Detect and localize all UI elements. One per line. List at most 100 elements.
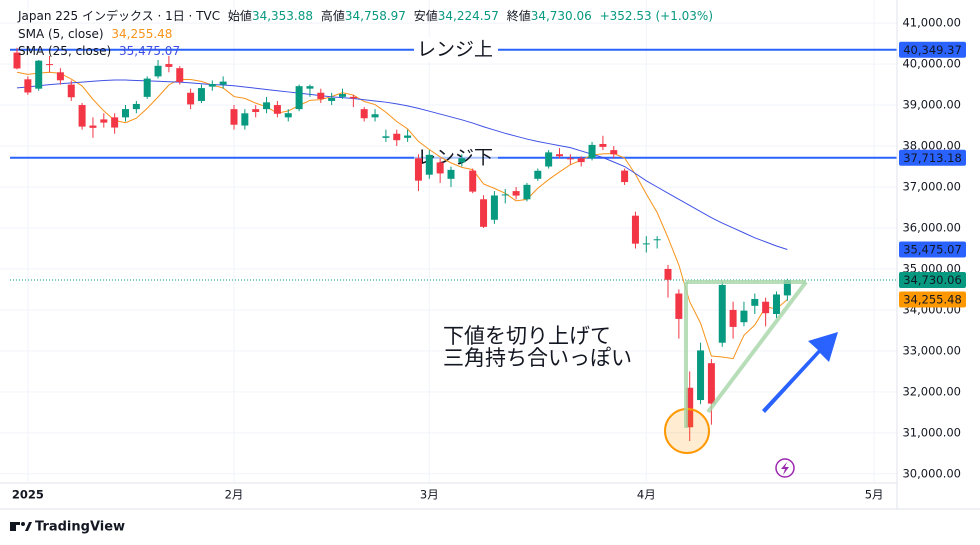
candle-body	[371, 114, 379, 118]
price-tag	[899, 241, 966, 258]
candle-body	[501, 194, 509, 196]
candle-body	[13, 52, 21, 69]
price-axis: 30,000.0031,000.0032,000.0033,000.0034,0…	[0, 0, 966, 509]
reference-label-bg	[414, 37, 498, 62]
header-line: Japan 225 インデックス · 1日 · TVC 始値34,353.88 …	[17, 8, 713, 23]
flash-icon	[775, 458, 795, 478]
candle-body	[252, 109, 260, 112]
candle-body	[653, 239, 661, 241]
grid	[0, 0, 897, 482]
candle-body	[100, 119, 108, 123]
x-tick-label: 3月	[420, 488, 439, 502]
legend-name: SMA (5, close)	[18, 27, 104, 41]
candle-body	[154, 65, 162, 77]
candle-body	[697, 350, 705, 401]
candle-body	[621, 170, 629, 183]
reference-label: レンジ上	[417, 38, 493, 60]
branding: TradingView	[35, 520, 125, 535]
candle-body	[67, 84, 75, 98]
candle-body	[263, 102, 271, 110]
candle-body	[631, 215, 639, 244]
candle-body	[111, 117, 119, 128]
y-tick-label: 38,000.00	[902, 139, 961, 153]
x-tick-label: 4月	[637, 488, 656, 502]
candle-body	[414, 158, 422, 181]
price-tag	[899, 41, 966, 58]
triangle-drawing	[684, 280, 808, 428]
price-tag	[899, 272, 966, 289]
y-tick-label: 41,000.00	[902, 16, 961, 30]
drawings	[664, 280, 838, 478]
legend-name: SMA (25, close)	[18, 44, 111, 58]
candle-body	[360, 109, 368, 119]
logo-part	[10, 522, 16, 531]
candle-body	[46, 64, 54, 66]
candle-body	[165, 64, 173, 67]
candle-body	[490, 195, 498, 220]
arrow	[762, 332, 838, 413]
candle-body	[566, 158, 574, 160]
legend-value: 34,255.48	[111, 27, 172, 41]
candle-body	[675, 293, 683, 319]
candle-body	[24, 79, 32, 93]
stat-value: 34,353.88	[252, 9, 313, 23]
stat-value: 34,758.97	[345, 9, 406, 23]
candle-body	[436, 162, 444, 174]
candle-body	[599, 143, 607, 147]
y-tick-label: 39,000.00	[902, 98, 961, 112]
candle-body	[176, 68, 184, 82]
annotation: 下値を切り上げて	[443, 324, 611, 348]
candle-body	[425, 154, 433, 175]
triangle-right	[706, 280, 808, 414]
candle-body	[328, 97, 336, 101]
candle-body	[273, 105, 281, 114]
y-tick-label: 31,000.00	[902, 425, 961, 439]
candle-body	[523, 184, 531, 200]
candle-body	[762, 301, 770, 314]
candle-body	[783, 280, 791, 296]
y-tick-label: 30,000.00	[902, 466, 961, 480]
y-tick-label: 33,000.00	[902, 343, 961, 357]
y-tick-label: 35,000.00	[902, 261, 961, 275]
candle-body	[469, 170, 477, 192]
stat-value: 34,224.57	[438, 9, 499, 23]
candle-body	[610, 150, 618, 155]
candle-body	[773, 294, 780, 315]
candle-body	[545, 152, 553, 167]
price-tag-label: 35,475.07	[903, 242, 962, 256]
candle-body	[349, 96, 357, 99]
price-tag-label: 40,349.37	[903, 43, 962, 57]
candle-body	[512, 191, 520, 196]
legend-value: 35,475.07	[119, 44, 180, 58]
price-tag-label: 34,730.06	[903, 273, 962, 287]
candle-body	[339, 93, 346, 97]
x-tick-label: 2月	[225, 488, 244, 502]
candle-body	[707, 363, 715, 404]
candle-body	[143, 78, 151, 97]
header-title: Japan 225 インデックス · 1日 · TVC	[17, 8, 220, 23]
candle-body	[56, 72, 64, 81]
flash-bolt	[781, 462, 789, 475]
candle-body	[642, 243, 650, 245]
candle-body	[187, 92, 195, 105]
candle-body	[751, 298, 759, 306]
candle-body	[729, 309, 737, 327]
candle-body	[534, 170, 542, 179]
candle-body	[35, 60, 43, 89]
candle-body	[295, 86, 303, 110]
sma-line	[16, 71, 788, 360]
candle-body	[122, 109, 129, 118]
y-tick-label: 37,000.00	[902, 180, 961, 194]
stat-label: 終値	[507, 8, 531, 23]
stat-label: 始値	[228, 8, 252, 23]
candle-body	[556, 154, 563, 157]
candle-body	[718, 284, 726, 343]
candle-body	[241, 113, 249, 126]
annotation: 三角持ち合いっぽい	[443, 346, 632, 370]
y-tick-label: 32,000.00	[902, 384, 961, 398]
logo-part	[21, 522, 25, 526]
candle-body	[197, 88, 205, 101]
change: +352.53 (+1.03%)	[600, 9, 713, 23]
